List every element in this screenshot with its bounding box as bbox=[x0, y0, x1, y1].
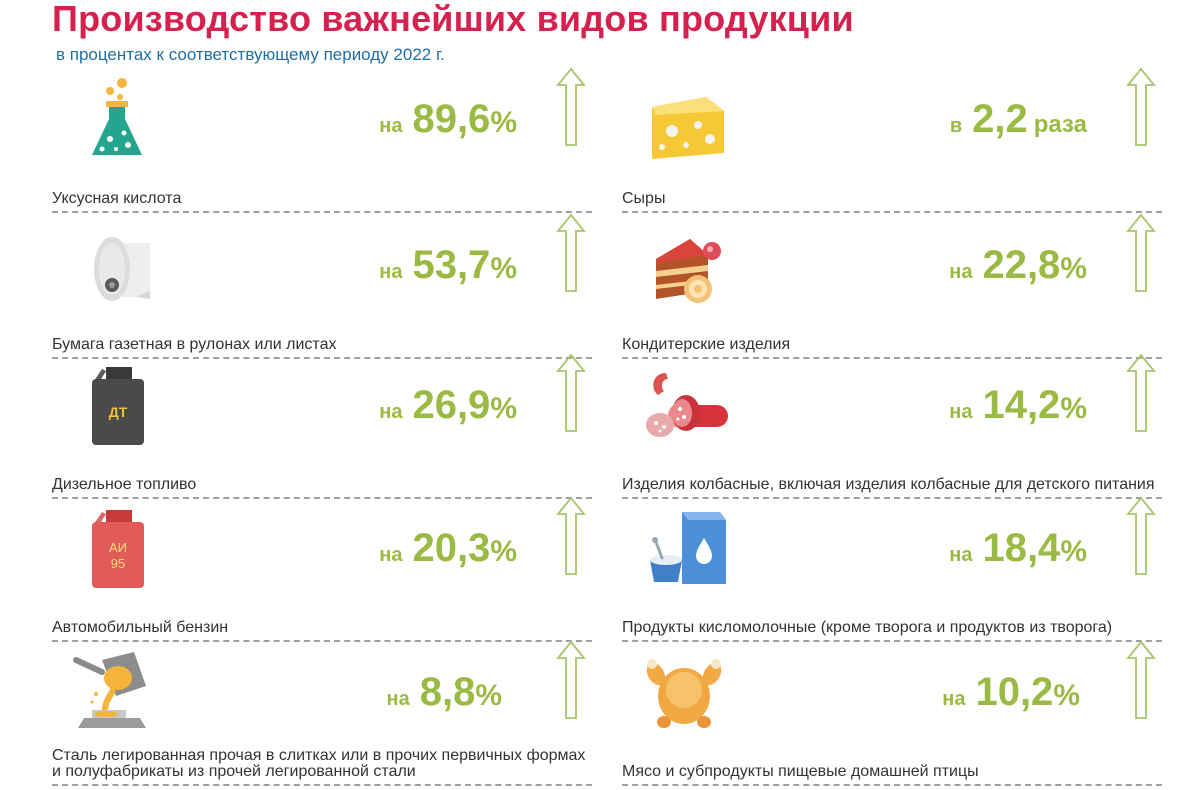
canister-label-bottom: 95 bbox=[111, 556, 125, 571]
gasoline-canister-icon: АИ 95 bbox=[72, 502, 158, 588]
milk-carton-icon bbox=[642, 502, 728, 588]
dashed-divider bbox=[622, 784, 1162, 786]
product-card-poultry: на 10,2% Мясо и субпродукты пищевые домаш… bbox=[622, 640, 1162, 786]
up-arrow-icon bbox=[1126, 213, 1156, 293]
product-label: Продукты кисломолочные (кроме творога и … bbox=[622, 619, 1113, 636]
product-label: Уксусная кислота bbox=[52, 190, 182, 207]
cheese-icon bbox=[642, 73, 728, 159]
paper-roll-icon bbox=[72, 219, 158, 305]
steel-ladle-icon bbox=[72, 646, 158, 732]
up-arrow-icon bbox=[556, 640, 586, 720]
canister-label: ДТ bbox=[109, 404, 128, 420]
product-card-acetic-acid: на 89,6% Уксусная кислота bbox=[52, 67, 592, 213]
product-label: Автомобильный бензин bbox=[52, 619, 229, 636]
page-subtitle: в процентах к соответствующему периоду 2… bbox=[56, 45, 445, 64]
product-label: Сыры bbox=[622, 190, 666, 207]
dashed-divider bbox=[622, 640, 1162, 642]
up-arrow-icon bbox=[1126, 67, 1156, 147]
growth-value: на 22,8% bbox=[949, 243, 1087, 287]
page-title: Производство важнейших видов продукции bbox=[52, 0, 854, 39]
growth-value: на 89,6% bbox=[379, 97, 517, 141]
up-arrow-icon bbox=[556, 213, 586, 293]
product-card-confectionery: на 22,8% Кондитерские изделия bbox=[622, 213, 1162, 359]
product-card-cheese: в 2,2 раза Сыры bbox=[622, 67, 1162, 213]
growth-value: на 20,3% bbox=[379, 526, 517, 570]
product-label: Изделия колбасные, включая изделия колба… bbox=[622, 476, 1155, 493]
dashed-divider bbox=[52, 211, 592, 213]
dashed-divider bbox=[622, 497, 1162, 499]
dashed-divider bbox=[52, 357, 592, 359]
sausage-icon bbox=[642, 359, 728, 445]
up-arrow-icon bbox=[556, 67, 586, 147]
up-arrow-icon bbox=[556, 496, 586, 576]
product-label: Мясо и субпродукты пищевые домашней птиц… bbox=[622, 763, 979, 780]
poultry-icon bbox=[642, 646, 728, 732]
cake-icon bbox=[642, 219, 728, 305]
up-arrow-icon bbox=[556, 353, 586, 433]
growth-value: в 2,2 раза bbox=[949, 97, 1087, 141]
up-arrow-icon bbox=[1126, 640, 1156, 720]
canister-label-top: АИ bbox=[109, 540, 127, 555]
dashed-divider bbox=[622, 211, 1162, 213]
product-card-alloy-steel: на 8,8% Сталь легированная прочая в слитк… bbox=[52, 640, 592, 786]
up-arrow-icon bbox=[1126, 496, 1156, 576]
dashed-divider bbox=[52, 784, 592, 786]
diesel-canister-icon: ДТ bbox=[72, 359, 158, 445]
growth-value: на 18,4% bbox=[949, 526, 1087, 570]
dashed-divider bbox=[52, 497, 592, 499]
product-label: Бумага газетная в рулонах или листах bbox=[52, 336, 337, 353]
growth-value: на 53,7% bbox=[379, 243, 517, 287]
product-card-newsprint: на 53,7% Бумага газетная в рулонах или ли… bbox=[52, 213, 592, 359]
product-label: Сталь легированная прочая в слитках или … bbox=[52, 747, 586, 780]
flask-icon bbox=[72, 73, 158, 159]
product-card-diesel: ДТ на 26,9% Дизельное топливо bbox=[52, 353, 592, 499]
product-label: Кондитерские изделия bbox=[622, 336, 791, 353]
growth-value: на 26,9% bbox=[379, 383, 517, 427]
dashed-divider bbox=[622, 357, 1162, 359]
product-card-gasoline: АИ 95 на 20,3% Автомобильный бензин bbox=[52, 496, 592, 642]
product-card-sausages: на 14,2% Изделия колбасные, включая издел… bbox=[622, 353, 1162, 499]
growth-value: на 14,2% bbox=[949, 383, 1087, 427]
growth-value: на 8,8% bbox=[386, 670, 503, 714]
growth-value: на 10,2% bbox=[942, 670, 1080, 714]
product-card-fermented-milk: на 18,4% Продукты кисломолочные (кроме тв… bbox=[622, 496, 1162, 642]
product-label: Дизельное топливо bbox=[52, 476, 197, 493]
up-arrow-icon bbox=[1126, 353, 1156, 433]
dashed-divider bbox=[52, 640, 592, 642]
